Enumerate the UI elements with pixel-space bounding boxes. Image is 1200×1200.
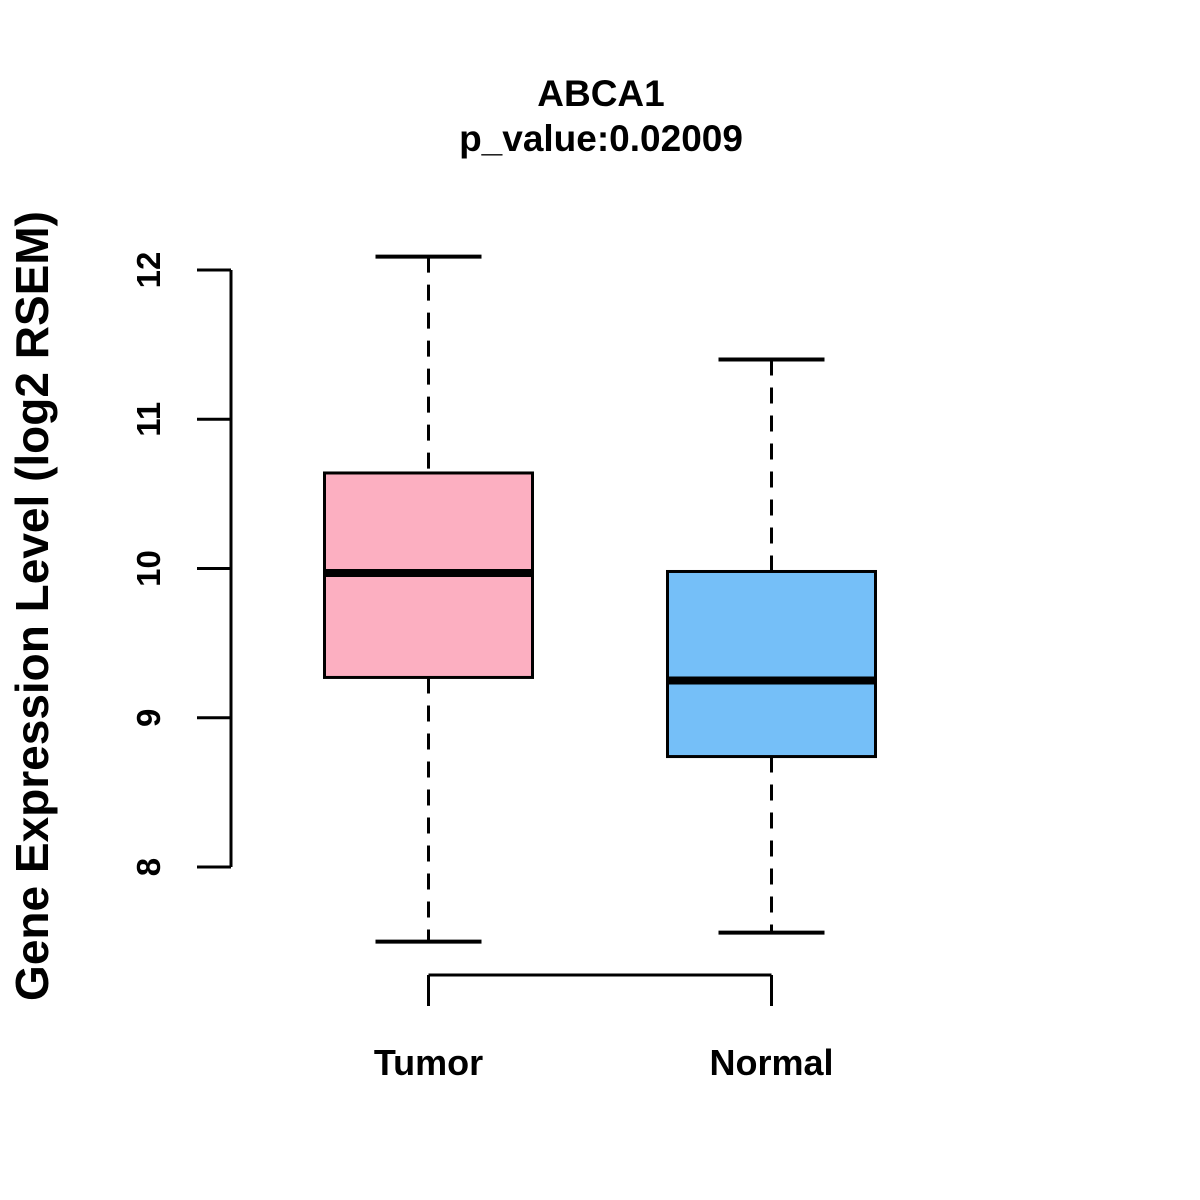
y-axis-label: Gene Expression Level (log2 RSEM) xyxy=(6,211,58,1001)
y-tick-label: 11 xyxy=(130,402,167,437)
boxplot-tumor xyxy=(323,254,534,944)
y-axis: 8 9 10 11 12 xyxy=(130,252,233,876)
y-tick-label: 12 xyxy=(130,252,167,289)
chart-title: ABCA1 xyxy=(537,73,664,114)
x-axis: Tumor Normal xyxy=(374,973,834,1083)
y-tick-label: 9 xyxy=(130,709,167,727)
boxplot-normal xyxy=(666,357,877,935)
category-label-tumor: Tumor xyxy=(374,1042,483,1083)
iqr-box-normal xyxy=(666,569,877,759)
y-tick-label: 10 xyxy=(130,550,167,587)
y-tick-label: 8 xyxy=(130,858,167,876)
boxes xyxy=(323,254,877,944)
category-label-normal: Normal xyxy=(709,1042,833,1083)
chart-subtitle: p_value:0.02009 xyxy=(459,118,743,159)
